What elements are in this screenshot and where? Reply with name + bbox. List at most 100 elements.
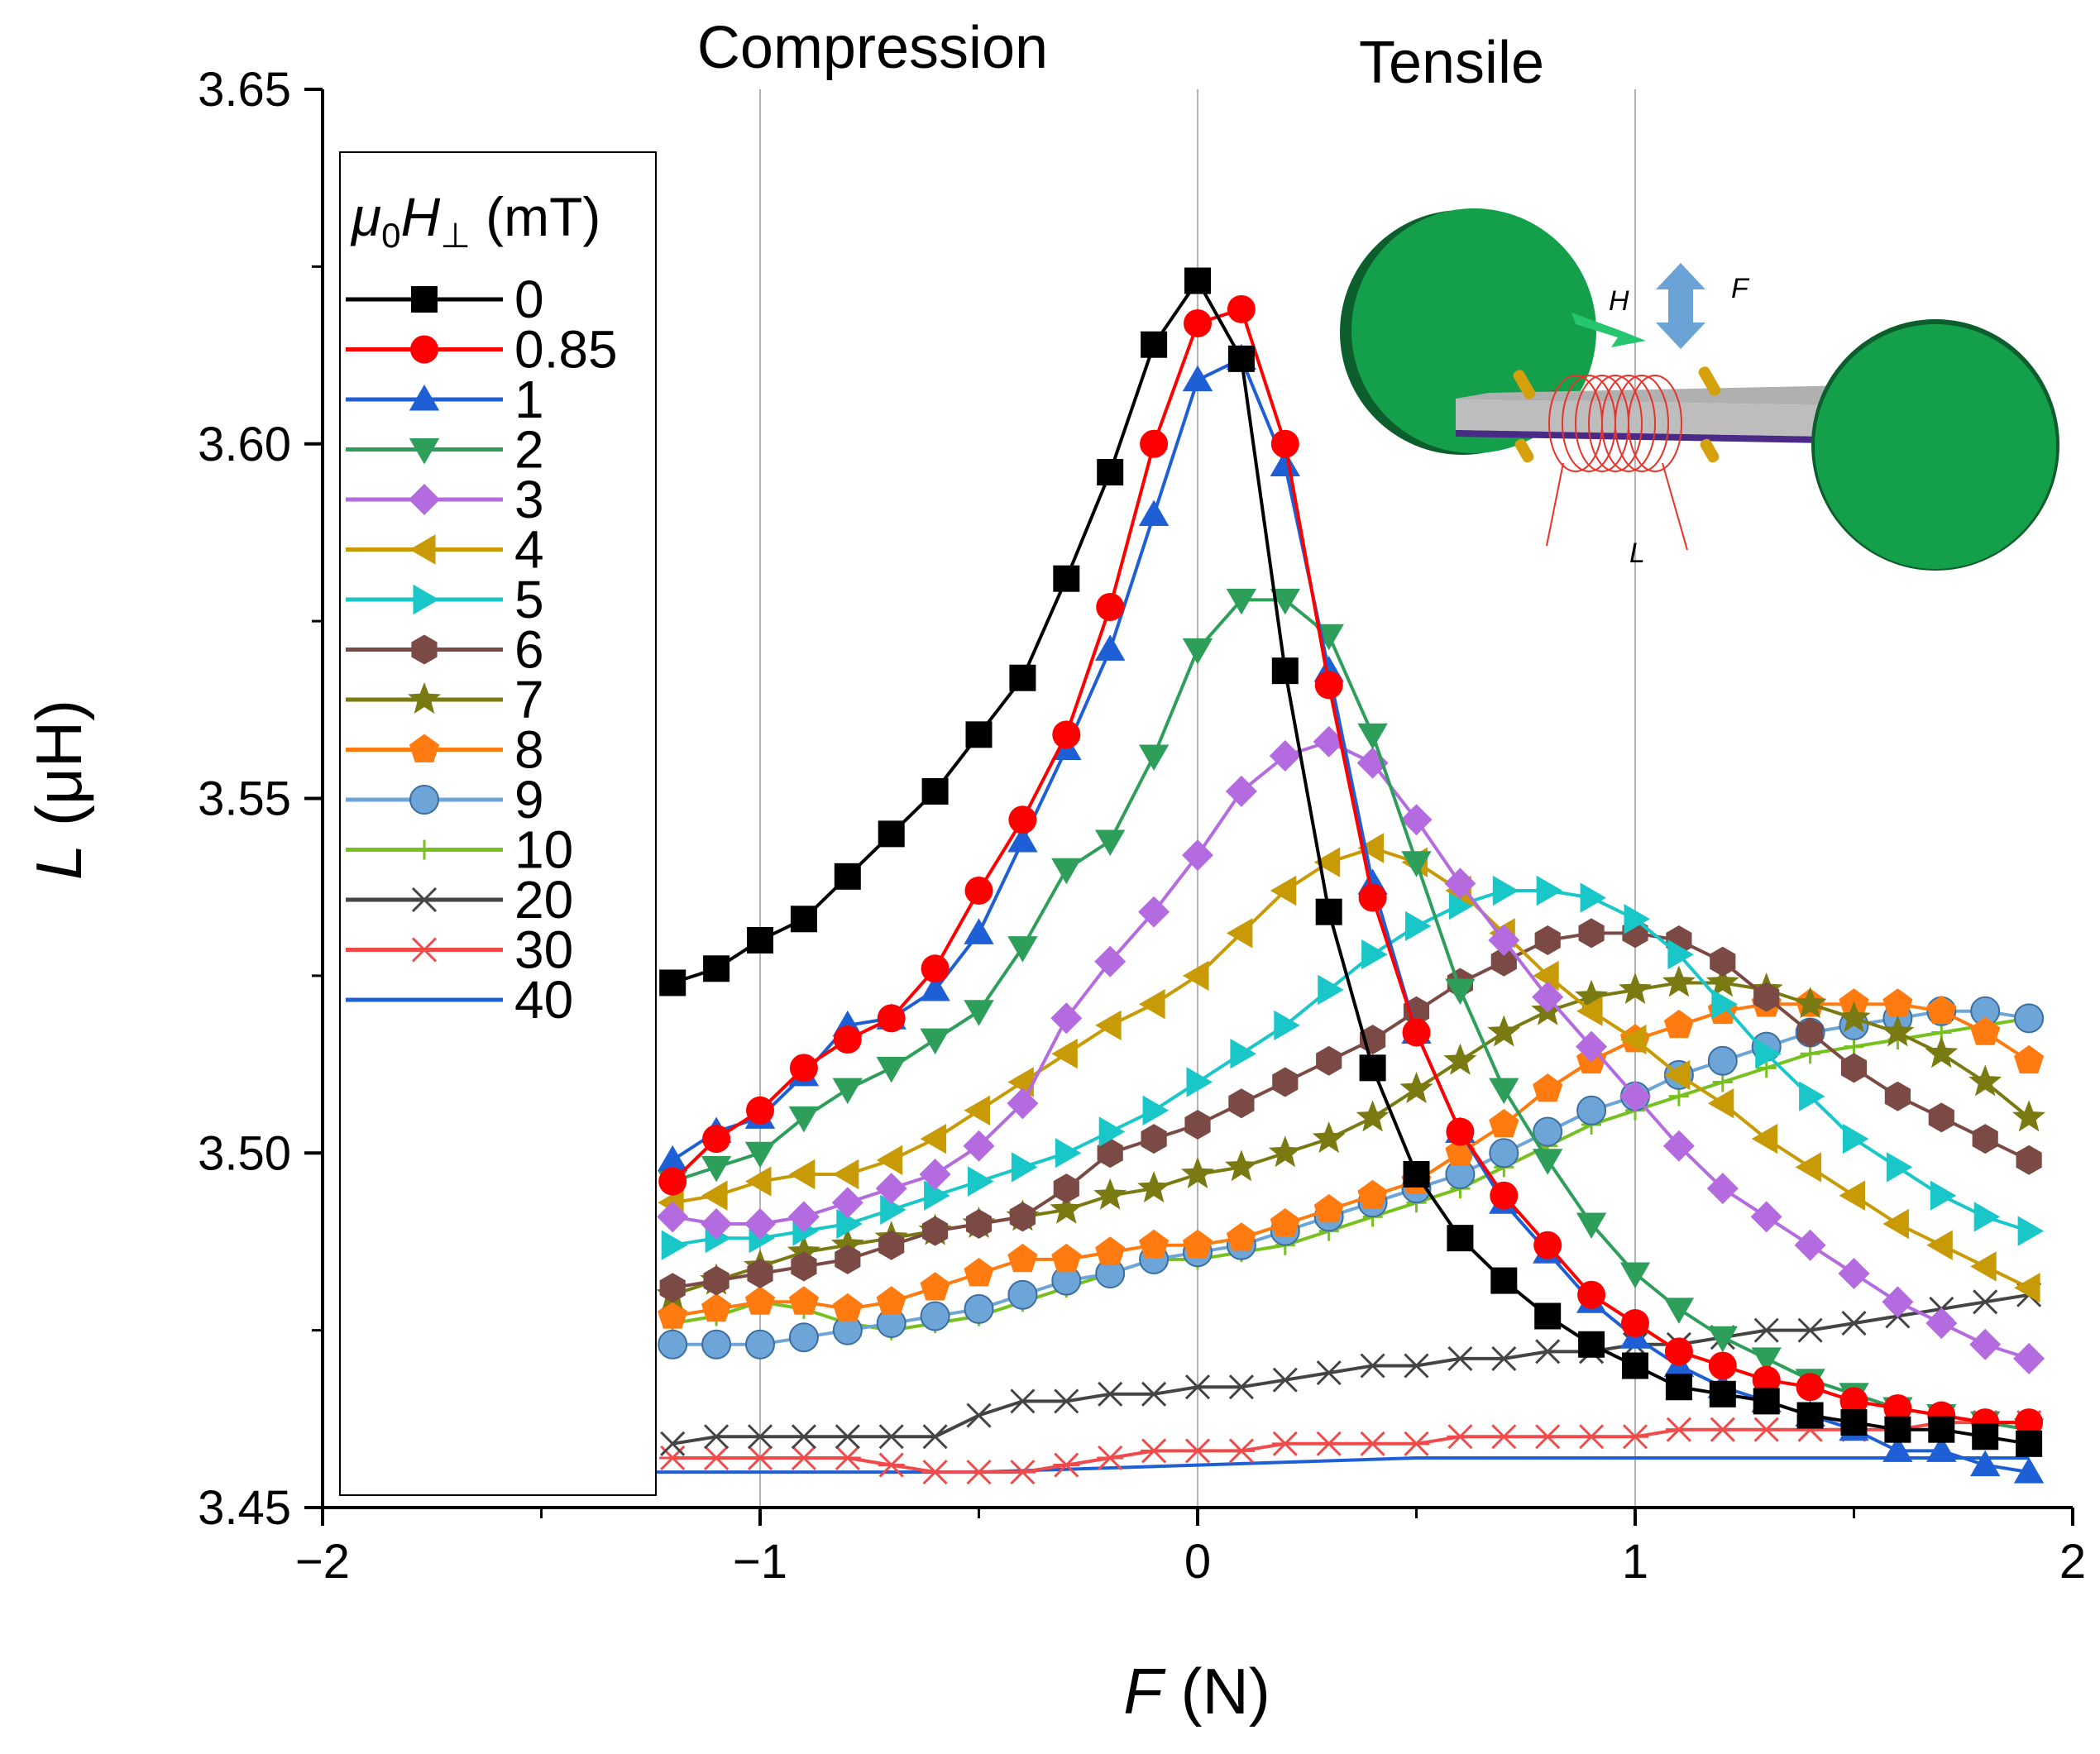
data-point [1973,1202,2001,1232]
data-point [964,1258,994,1287]
data-point [1448,889,1476,920]
data-point [1138,896,1170,928]
data-point [1707,1088,1734,1119]
data-point [703,1445,730,1471]
legend-entry: 40 [346,970,573,1030]
data-point [660,1431,686,1456]
data-point [1399,1072,1433,1104]
data-point [1095,829,1126,856]
data-point [1447,1225,1474,1252]
data-point [1575,979,1609,1011]
y-axis-var: L [22,844,95,880]
data-point [834,1445,861,1471]
data-point [1969,1328,2002,1360]
data-point [790,1445,817,1471]
data-point [1447,1424,1474,1450]
data-point [2017,1216,2045,1246]
data-point [924,1180,950,1211]
data-point [1096,592,1125,621]
data-point [1973,1289,1998,1315]
x-tick-label: 1 [1622,1535,1648,1589]
y-axis-unit: (μH) [22,700,95,844]
legend-swatch-marker [409,534,436,565]
data-point [1619,1262,1651,1288]
data-point [1882,1286,1914,1318]
data-point [1141,1124,1167,1154]
data-point [1533,1073,1563,1102]
data-point [1968,1064,2002,1097]
data-point [1184,1110,1211,1140]
data-point [965,1460,993,1485]
data-point [1444,867,1476,900]
data-point [2016,1430,2043,1457]
data-point [920,1123,947,1154]
data-point [2016,1145,2042,1175]
data-point [1576,996,1603,1026]
data-point [1710,946,1736,977]
legend-label: 40 [514,970,573,1030]
data-point [1619,1080,1651,1112]
data-point [876,1286,906,1315]
legend-swatch-marker [411,634,438,665]
legend-label: 2 [514,420,544,480]
data-point [1837,1001,1871,1033]
inset-coil [1548,375,1682,472]
data-point [1534,925,1561,955]
data-point [1489,1109,1519,1138]
data-point [1226,588,1257,615]
legend-entry: 10 [346,820,573,880]
data-point [1097,1138,1123,1169]
data-point [832,1159,859,1190]
legend-title-unit: (mT) [471,186,601,247]
data-point [1839,1180,1865,1211]
data-point [1925,1307,1958,1340]
legend-entry: 0.85 [346,320,618,380]
data-point [1667,939,1694,970]
data-point [835,1244,861,1274]
data-point [1576,1095,1607,1126]
data-point [1097,1445,1124,1471]
data-point [880,1194,906,1225]
data-point [1882,1208,1909,1240]
data-point [1797,1317,1823,1343]
data-point [1970,1450,2001,1477]
legend-label: 5 [514,570,544,629]
data-point [1707,1045,1738,1076]
legend-swatch-marker [413,584,439,615]
data-point [1137,1171,1171,1203]
data-point [919,1159,951,1190]
data-point [1926,1230,1953,1260]
data-point [2014,1273,2040,1303]
data-point [789,1054,818,1083]
data-point [1534,1424,1562,1450]
data-point [1580,882,1607,913]
data-point [1009,1460,1036,1485]
x-axis-unit: (N) [1163,1655,1270,1728]
data-point [1446,1117,1475,1146]
data-point [1182,638,1213,665]
data-point [1094,945,1127,977]
x-axis-label: F (N) [1123,1655,1270,1728]
data-point [830,1227,864,1259]
series-0.85 [658,294,2044,1437]
legend-label: 6 [514,620,544,680]
legend-label: 20 [514,870,573,930]
data-point [876,1145,903,1175]
data-point [1751,1347,1782,1374]
data-point [1141,1381,1167,1407]
data-point [2014,1003,2045,1034]
data-point [1755,1039,1782,1069]
data-point [1402,1018,1431,1047]
x-tick-label: 0 [1184,1535,1211,1589]
data-point [1793,987,1827,1019]
data-point [1578,1424,1605,1450]
data-point [658,1329,688,1360]
data-point [1665,1374,1692,1401]
data-point [657,1201,689,1233]
data-point [1972,1423,1999,1451]
data-point [921,1460,949,1485]
y-tick-label: 3.60 [198,418,291,471]
data-point [1711,989,1738,1020]
